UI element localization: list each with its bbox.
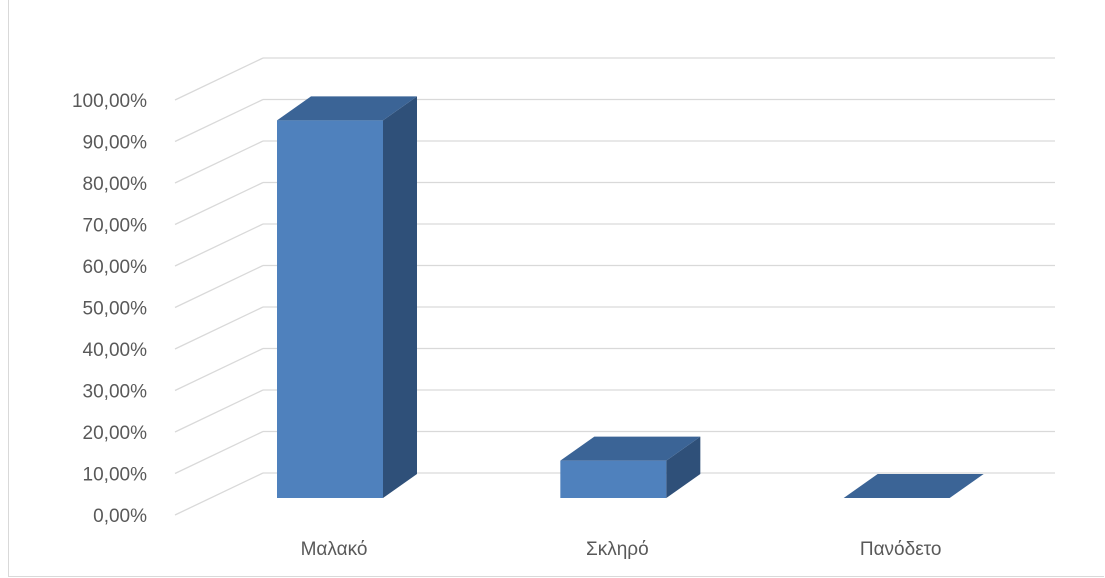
gridline-depth — [174, 140, 264, 184]
bar — [560, 436, 701, 498]
gridline-depth — [174, 389, 264, 433]
bars — [277, 96, 984, 498]
gridline-depth — [174, 264, 264, 309]
y-tick-label: 70,00% — [83, 216, 148, 237]
gridline-depth — [174, 57, 264, 101]
bar-front — [277, 120, 383, 498]
y-tick-label: 90,00% — [83, 133, 148, 154]
y-tick-label: 30,00% — [83, 382, 148, 403]
gridline-depth — [174, 306, 264, 350]
gridline-depth — [174, 98, 264, 143]
bar — [843, 474, 984, 498]
y-tick-label: 80,00% — [83, 174, 148, 195]
y-axis: 0,00% 10,00% 20,00% 30,00% 40,00% 50,00% 60,00… — [72, 91, 147, 527]
bar-front — [560, 460, 667, 498]
bar-top — [277, 96, 417, 121]
y-tick-label: 10,00% — [83, 465, 148, 486]
gridline-depth — [174, 181, 264, 226]
y-tick-label: 100,00% — [72, 91, 147, 112]
x-category-label: Πανόδετο — [860, 539, 942, 560]
bar — [277, 96, 417, 498]
bar-side — [666, 436, 701, 498]
gridline-depth — [174, 223, 264, 267]
y-tick-label: 0,00% — [93, 506, 147, 527]
chart-frame — [8, 0, 1104, 577]
y-tick-label: 50,00% — [83, 299, 148, 320]
gridline-depth — [174, 347, 264, 392]
bar-top — [843, 474, 984, 498]
x-category-label: Μαλακό — [301, 539, 368, 560]
y-tick-label: 40,00% — [83, 340, 148, 361]
y-tick-label: 60,00% — [83, 257, 148, 278]
bar-side — [383, 96, 417, 498]
bar-top — [560, 436, 701, 461]
gridline-depth — [174, 430, 264, 475]
x-category-label: Σκληρό — [586, 539, 649, 560]
gridline-depth — [174, 472, 264, 516]
y-tick-label: 20,00% — [83, 423, 148, 444]
x-axis: Μαλακό Σκληρό Πανόδετο — [301, 539, 942, 560]
